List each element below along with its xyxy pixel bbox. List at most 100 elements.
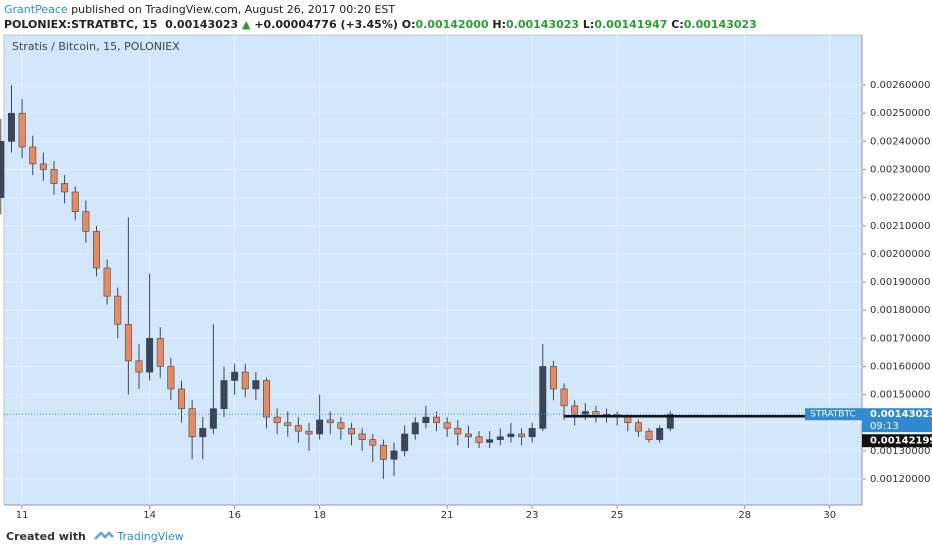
- y-tick-label: 0.00160000: [870, 361, 930, 372]
- candle-body: [634, 422, 642, 432]
- candle-body: [560, 388, 568, 407]
- candle-body: [337, 422, 345, 429]
- price-label-box: [862, 408, 932, 433]
- candle-body: [241, 371, 249, 390]
- candle-body: [220, 380, 228, 409]
- brand[interactable]: TradingView: [117, 530, 184, 543]
- chart: Stratis / Bitcoin, 15, POLONIEX 0.001200…: [0, 34, 932, 521]
- candle-body: [178, 388, 185, 409]
- chart-title: Stratis / Bitcoin, 15, POLONIEX: [12, 40, 180, 53]
- candle-body: [188, 408, 196, 438]
- symbol: POLONIEX:STRATBTC, 15: [4, 18, 158, 31]
- countdown: 09:13: [870, 421, 899, 432]
- candle-body: [316, 419, 324, 435]
- candle-body: [135, 360, 143, 373]
- plot-area: [3, 34, 863, 506]
- y-tick-label: 0.00180000: [870, 305, 930, 316]
- candle-body: [571, 405, 579, 415]
- y-tick-label: 0.00220000: [870, 193, 930, 204]
- candle-body: [146, 338, 154, 373]
- candle-body: [39, 163, 47, 170]
- ohlc-value: 0.00142000: [415, 18, 489, 31]
- y-tick-label: 0.00190000: [870, 277, 930, 288]
- candle-body: [263, 380, 270, 418]
- candle-body: [528, 428, 536, 438]
- y-tick-label: 0.00120000: [870, 474, 930, 485]
- candle-body: [549, 366, 557, 390]
- candle-body: [411, 422, 419, 435]
- x-tick-label: 18: [313, 510, 326, 521]
- candle-body: [103, 267, 111, 297]
- symbol-line: POLONIEX:STRATBTC, 15 0.00143023 ▲ +0.00…: [4, 17, 757, 32]
- candle-body: [167, 366, 175, 390]
- ohlc-value: 0.00141947: [594, 18, 668, 31]
- symbol-tag: STRATBTC: [810, 410, 855, 420]
- candle-body: [124, 323, 132, 362]
- candle-body: [114, 295, 122, 325]
- candle-body: [581, 411, 589, 415]
- bid-label: 0.00142199: [870, 436, 932, 447]
- candle-body: [284, 422, 292, 426]
- y-tick-label: 0.00210000: [870, 221, 930, 232]
- author[interactable]: GrantPeace: [4, 3, 68, 16]
- candle-body: [252, 380, 260, 390]
- candle-body: [50, 169, 58, 184]
- header: GrantPeace published on TradingView.com,…: [4, 2, 757, 32]
- y-tick-label: 0.00150000: [870, 390, 930, 401]
- candle-body: [443, 422, 451, 429]
- candle-body: [348, 428, 356, 435]
- candle-body: [273, 416, 281, 424]
- price: 0.00143023: [165, 18, 239, 31]
- y-tick-label: 0.00250000: [870, 108, 930, 119]
- candle-body: [0, 141, 5, 198]
- candle-body: [486, 439, 494, 443]
- y-tick-label: 0.00170000: [870, 333, 930, 344]
- x-tick-label: 14: [143, 510, 156, 521]
- ohlc-label: H:: [492, 18, 506, 31]
- candle-body: [379, 444, 387, 460]
- candles: [0, 85, 674, 480]
- candle-body: [7, 112, 15, 142]
- bid-label-box: [862, 434, 932, 448]
- ohlc-value: 0.00143023: [683, 18, 757, 31]
- candle-body: [71, 191, 79, 213]
- candle-body: [305, 430, 313, 435]
- ohlc-label: O:: [401, 18, 416, 31]
- x-tick-label: 21: [441, 510, 454, 521]
- candle-body: [656, 428, 664, 440]
- created-with: Created with: [6, 530, 86, 543]
- y-tick-label: 0.00230000: [870, 164, 930, 175]
- candle-body: [61, 183, 69, 193]
- candle-body: [518, 433, 526, 438]
- candle-body: [507, 433, 515, 438]
- ohlc-value: 0.00143023: [506, 18, 580, 31]
- candle-body: [464, 433, 472, 438]
- candle-body: [199, 428, 207, 438]
- candle-body: [209, 408, 217, 429]
- candle-body: [454, 428, 462, 435]
- candle-body: [539, 366, 547, 429]
- published: published on TradingView.com, August 26,…: [71, 3, 396, 16]
- up-arrow: ▲: [242, 18, 251, 31]
- candle-body: [433, 416, 441, 424]
- y-tick-label: 0.00130000: [870, 446, 930, 457]
- logo: [93, 531, 114, 540]
- publish-line: GrantPeace published on TradingView.com,…: [4, 2, 757, 17]
- candle-body: [294, 425, 302, 432]
- candle-body: [624, 416, 632, 424]
- y-tick-label: 0.00240000: [870, 136, 930, 147]
- candle-body: [422, 416, 430, 424]
- symbol-tag-box: [805, 408, 862, 421]
- candle-body: [92, 231, 100, 269]
- candle-body: [82, 211, 90, 232]
- x-tick-label: 25: [611, 510, 624, 521]
- candle-body: [496, 436, 504, 440]
- x-tick-label: 30: [823, 510, 836, 521]
- candle-body: [231, 371, 239, 381]
- candle-body: [645, 430, 653, 440]
- candle-body: [358, 433, 366, 440]
- change: +0.00004776 (+3.45%): [254, 18, 398, 31]
- x-tick-label: 23: [526, 510, 539, 521]
- x-tick-label: 16: [228, 510, 241, 521]
